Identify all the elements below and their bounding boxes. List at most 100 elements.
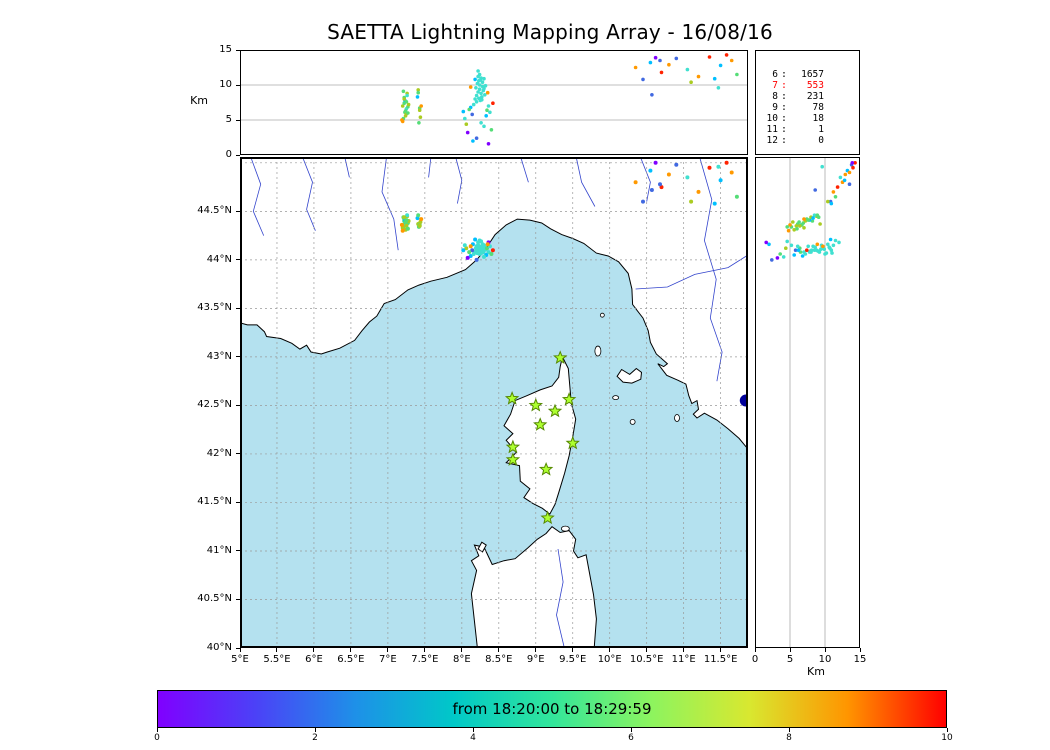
lightning-source (400, 104, 405, 108)
lat-tick-label: 41°N (206, 544, 232, 556)
lightning-source (791, 220, 795, 224)
lightning-source (478, 78, 483, 82)
station-count-separator: : (781, 69, 787, 80)
lightning-source (474, 244, 479, 249)
station-count-separator: : (781, 113, 787, 124)
lightning-source (468, 244, 473, 249)
station-count-row: 6: 1657 (762, 69, 859, 80)
lat-tick-label: 43.5°N (197, 302, 232, 314)
river (302, 157, 316, 231)
lightning-source (847, 182, 852, 186)
lightning-source (792, 228, 796, 232)
lat-tick-mark (236, 598, 240, 600)
lightning-source (406, 102, 411, 107)
lightning-source (482, 254, 486, 259)
alt-tick-label: 0 (225, 149, 232, 160)
lightning-source (419, 217, 424, 222)
lightning-source (712, 76, 717, 81)
lon-tick-mark (535, 648, 537, 652)
alt-tick-mark (236, 49, 240, 51)
lon-tick-label: 11.5°E (703, 654, 738, 665)
station-count-separator: : (781, 91, 787, 102)
lightning-source (468, 254, 473, 258)
panel-border (240, 50, 748, 155)
landmass (470, 526, 597, 648)
lightning-source (667, 62, 671, 67)
lightning-source (729, 58, 734, 63)
lightning-source (641, 77, 645, 82)
lightning-source (674, 56, 679, 61)
lon-tick-label: 5°E (231, 654, 249, 665)
alt-tick-mark (824, 648, 826, 652)
lon-tick-label: 11°E (671, 654, 696, 665)
lightning-source (794, 224, 799, 228)
lightning-source (821, 244, 825, 249)
lightning-source (735, 72, 739, 77)
altitude-latitude-panel (755, 157, 860, 648)
lightning-source (482, 124, 486, 129)
lon-tick-label: 9.5°E (559, 654, 587, 665)
station-count-row: 9: 78 (762, 102, 859, 113)
lightning-source (764, 240, 768, 245)
lightning-source (477, 72, 482, 77)
river (455, 157, 463, 204)
river (250, 157, 265, 236)
lightning-source (696, 74, 701, 79)
lightning-source (828, 246, 832, 250)
station-count-value: 231 (806, 91, 824, 102)
lightning-source (641, 199, 645, 204)
lat-tick-label: 42°N (206, 447, 232, 459)
lat-tick-mark (236, 210, 240, 212)
lightning-source (479, 249, 484, 254)
lightning-source (851, 165, 855, 170)
lon-tick-mark (720, 648, 722, 652)
alt-tick-mark (754, 648, 756, 652)
lightning-source (650, 93, 654, 97)
lightning-source (479, 91, 483, 96)
lightning-source (633, 65, 638, 70)
lightning-source (802, 226, 806, 230)
lightning-source (470, 112, 474, 117)
lightning-source (416, 213, 421, 218)
station-count-separator: : (781, 102, 787, 113)
river (635, 254, 748, 290)
alt-tick-label: 0 (751, 654, 759, 665)
lightning-source (480, 97, 484, 102)
lightning-source (490, 248, 495, 253)
lightning-source (653, 160, 658, 165)
lightning-source (401, 89, 406, 94)
lightning-source (796, 248, 801, 252)
lightning-source (474, 136, 479, 140)
lat-tick-label: 42.5°N (197, 399, 232, 411)
lightning-source (798, 224, 802, 228)
lightning-source (837, 240, 841, 245)
figure-title: SAETTA Lightning Mapping Array - 16/08/1… (327, 20, 773, 44)
lightning-source (484, 114, 488, 118)
landmass (616, 367, 643, 384)
lightning-source (658, 182, 662, 187)
lightning-source (718, 178, 723, 183)
station-count-separator: : (781, 135, 787, 146)
station-star (538, 461, 554, 476)
colorbar-tick-label: 6 (628, 733, 634, 743)
lightning-source (797, 220, 801, 224)
lightning-source (477, 87, 482, 91)
lightning-source (828, 237, 833, 242)
lightning-source (808, 249, 813, 253)
lon-tick-label: 5.5°E (263, 654, 291, 665)
lightning-source (793, 248, 798, 252)
lightning-source (786, 228, 791, 233)
lon-tick-mark (424, 648, 426, 652)
lightning-source (482, 76, 486, 81)
landmass (503, 355, 577, 515)
lightning-source (788, 223, 792, 227)
station-count-value: 18 (812, 113, 824, 124)
alt-tick-label: 10 (219, 79, 232, 90)
station-star (561, 392, 577, 406)
lightning-source (784, 246, 788, 250)
lightning-source (685, 67, 690, 72)
lightning-source (707, 55, 712, 59)
lon-tick-label: 8.5°E (485, 654, 513, 665)
lon-tick-label: 8°E (452, 654, 471, 665)
